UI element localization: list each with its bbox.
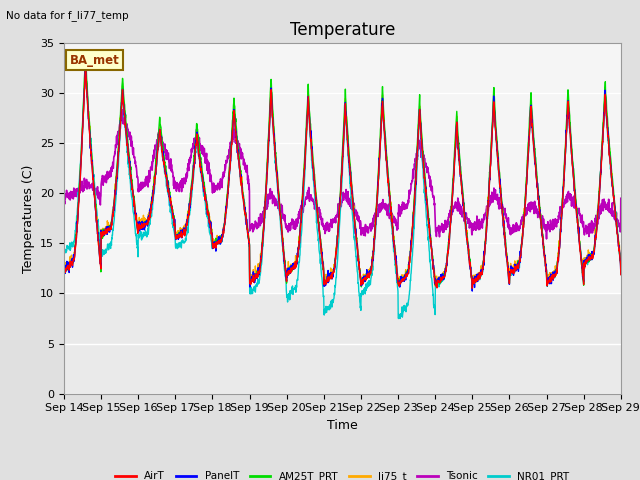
Text: BA_met: BA_met	[70, 54, 119, 67]
Title: Temperature: Temperature	[290, 21, 395, 39]
Text: No data for f_li77_temp: No data for f_li77_temp	[6, 10, 129, 21]
Y-axis label: Temperatures (C): Temperatures (C)	[22, 164, 35, 273]
Bar	[64, 293, 621, 394]
Legend: AirT, PanelT, AM25T_PRT, li75_t, Tsonic, NR01_PRT: AirT, PanelT, AM25T_PRT, li75_t, Tsonic,…	[111, 467, 573, 480]
X-axis label: Time: Time	[327, 419, 358, 432]
